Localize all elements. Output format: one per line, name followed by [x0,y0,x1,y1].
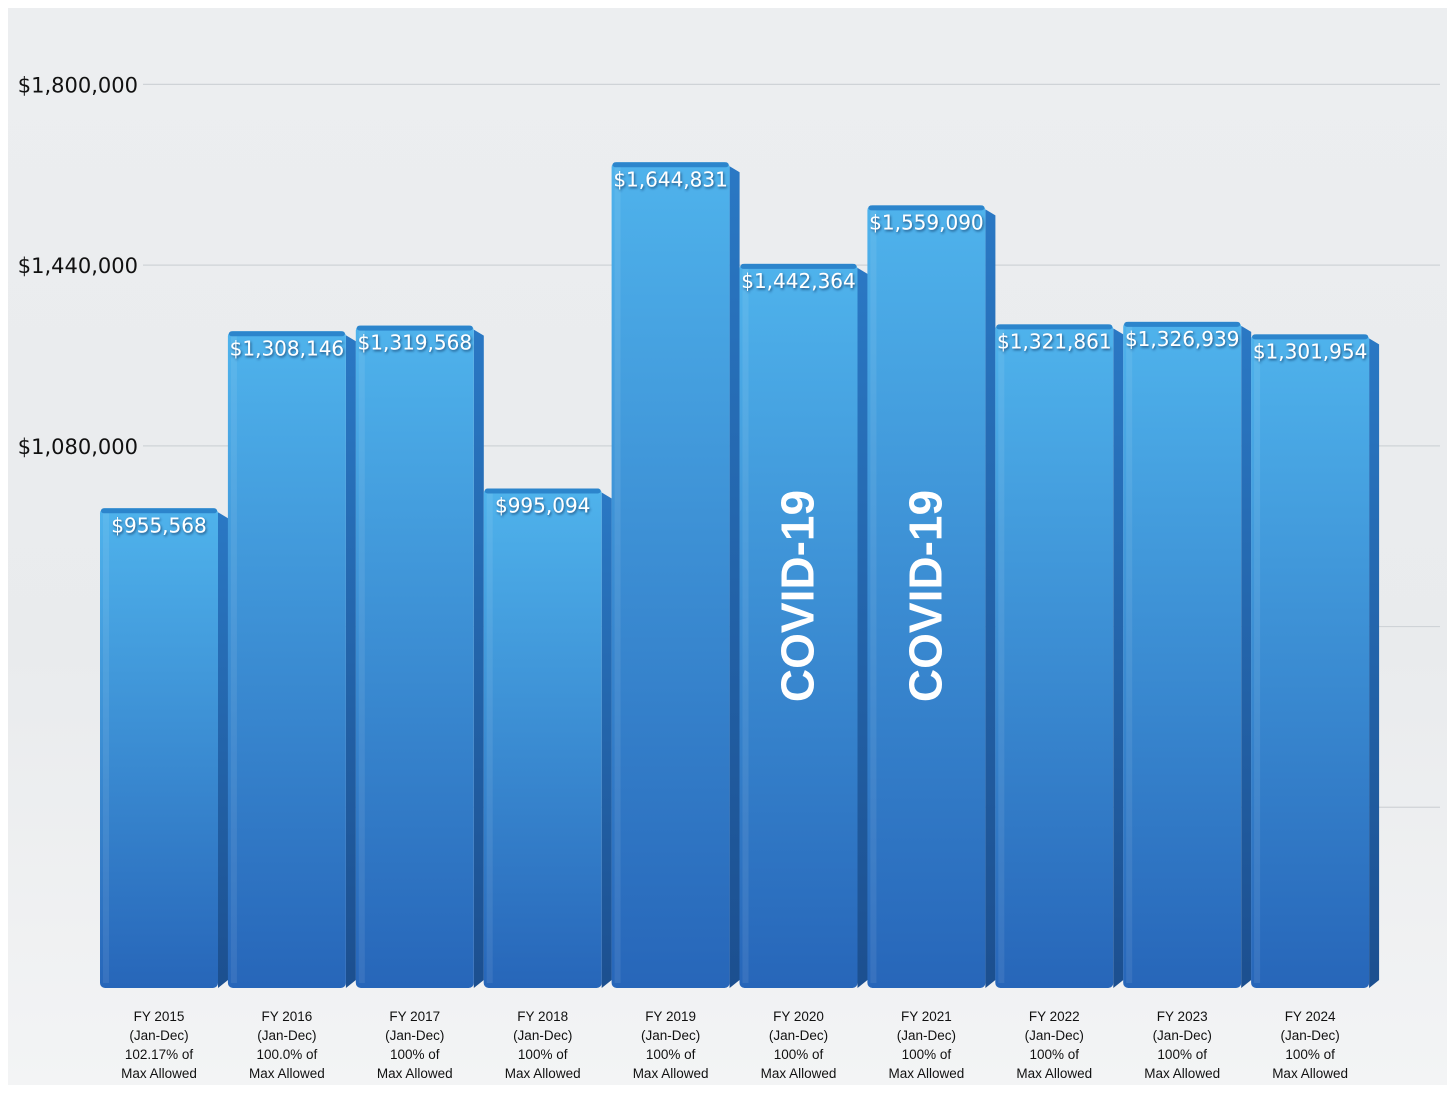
bar-value-label: $1,326,939 [1125,327,1240,351]
x-tick-label: FY 2018 (Jan-Dec) 100% of Max Allowed [505,1009,581,1081]
bar-value-label: $1,442,364 [741,269,856,293]
bar-value-label: $955,568 [111,513,206,537]
bar-top-cap [228,331,345,337]
bar-top-cap [1252,334,1369,340]
covid-annotation: COVID-19 [899,490,951,702]
bar-highlight [742,268,749,984]
bar-top-cap [868,205,985,211]
bar-value-label: $1,319,568 [358,331,473,355]
bar-front-face [355,325,474,988]
bar-front-face [483,488,602,988]
bar-side-face [473,329,484,988]
bar-highlight [1126,326,1133,984]
bar-value-label: $1,321,861 [997,329,1112,353]
bar-side-face [1113,328,1124,988]
bar-side-face [1241,325,1252,989]
bar-front-face [100,508,218,988]
bar-highlight [358,330,365,983]
bar-side-face [218,512,228,988]
bar [483,488,612,988]
x-tick-label: FY 2017 (Jan-Dec) 100% of Max Allowed [377,1009,453,1081]
bar-side-face [729,166,740,988]
x-tick-label: FY 2015 (Jan-Dec) 102.17% of Max Allowed [121,1009,197,1081]
bar-top-cap [612,162,729,168]
bar [355,325,484,988]
bar-front-face [1123,321,1242,989]
bar-value-label: $1,644,831 [613,167,728,191]
bar-top-cap [356,325,473,331]
bar-front-face [227,331,346,989]
bar-top-cap [996,324,1113,330]
bar [1251,334,1380,989]
bar [867,205,996,989]
x-tick-label: FY 2020 (Jan-Dec) 100% of Max Allowed [761,1009,837,1081]
bar-value-label: $1,308,146 [230,336,345,360]
chart-area: $1,080,000 $1,440,000 $1,800,000 $955,568 $… [8,8,1447,1085]
bar-highlight [486,493,493,983]
bar [1123,321,1252,989]
bar [100,508,228,988]
bar-highlight [614,167,621,983]
bar-side-face [601,492,612,988]
bar [227,331,356,989]
bar-highlight [998,329,1005,983]
x-tick-label: FY 2023 (Jan-Dec) 100% of Max Allowed [1144,1009,1220,1081]
bar-top-cap [1124,321,1241,327]
bar-side-face [985,209,996,989]
y-tick-label: $1,440,000 [18,254,138,278]
bar-top-cap [484,488,601,494]
bar-value-label: $1,559,090 [869,210,984,234]
bar [995,324,1124,988]
bar-front-face [611,162,730,988]
bar-front-face [867,205,986,989]
bar-highlight [870,210,877,984]
x-tick-label: FY 2019 (Jan-Dec) 100% of Max Allowed [633,1009,709,1081]
bar-chart: $1,080,000 $1,440,000 $1,800,000 $955,568 $… [18,73,1440,1081]
bar-top-cap [740,263,857,269]
bar-front-face [1251,334,1370,989]
bar-value-label: $995,094 [495,493,590,517]
bar-value-label: $1,301,954 [1253,339,1368,363]
x-tick-label: FY 2022 (Jan-Dec) 100% of Max Allowed [1016,1009,1092,1081]
bar [739,263,868,989]
x-tick-label: FY 2016 (Jan-Dec) 100.0% of Max Allowed [249,1009,325,1081]
bar [611,162,740,988]
bar-side-face [1369,338,1380,989]
bar-highlight [230,336,237,984]
bar-side-face [345,335,356,989]
bar-highlight [103,513,109,983]
y-tick-label: $1,800,000 [18,73,138,97]
bar-highlight [1254,339,1261,984]
x-tick-label: FY 2021 (Jan-Dec) 100% of Max Allowed [889,1009,965,1081]
bar-top-cap [101,508,217,514]
x-tick-label: FY 2024 (Jan-Dec) 100% of Max Allowed [1272,1009,1348,1081]
bar-front-face [995,324,1114,988]
bar-side-face [857,267,868,989]
bar-front-face [739,263,858,988]
y-tick-label: $1,080,000 [18,435,138,459]
covid-annotation: COVID-19 [772,490,824,702]
